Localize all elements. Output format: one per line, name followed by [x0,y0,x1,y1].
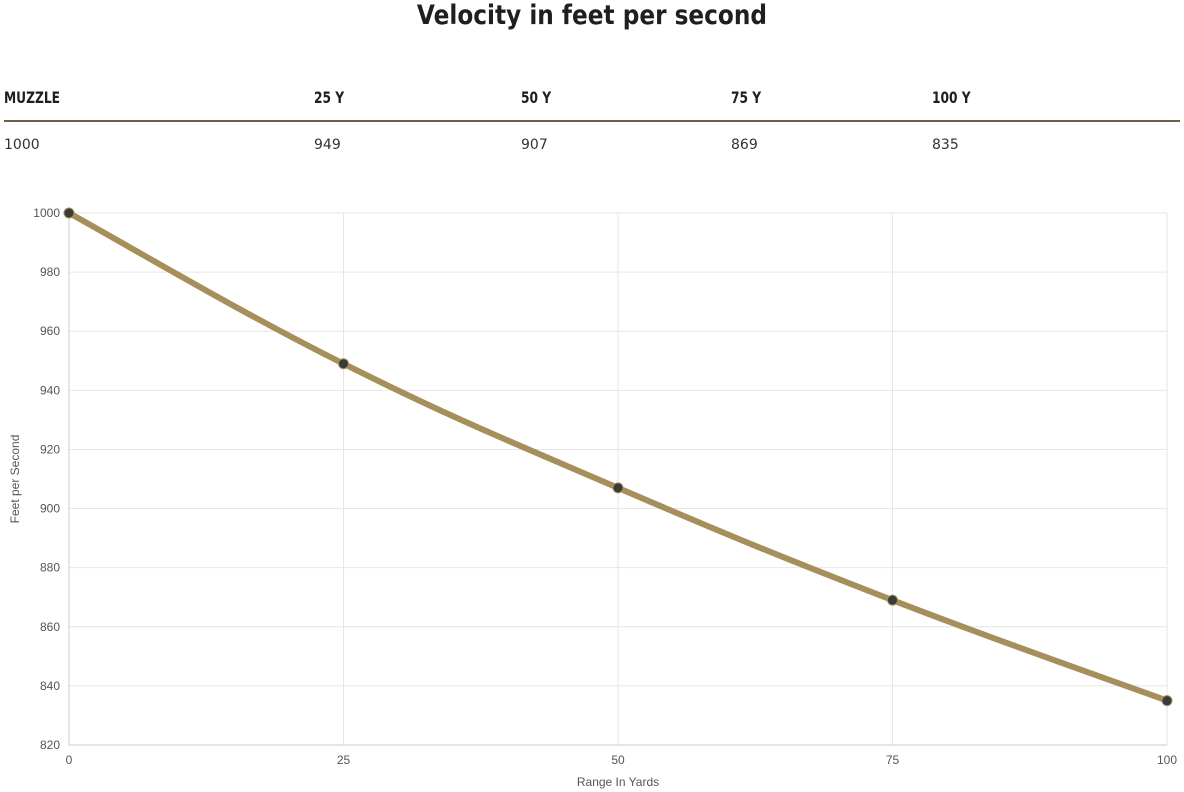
y-tick-label: 940 [40,383,60,397]
tick-labels: 820 840 860 880 900 920 940 960 980 1000 0 25 50 75 10… [33,206,1177,767]
value-muzzle: 1000 [4,137,40,153]
header-muzzle: MUZZLE [4,88,61,107]
header-50y: 50 Y [521,88,552,107]
x-tick-label: 50 [611,753,625,767]
velocity-table-row: 1000 949 907 869 835 [4,122,1180,162]
data-point [887,594,898,606]
velocity-table-header: MUZZLE 25 Y 50 Y 75 Y 100 Y [4,80,1180,122]
header-100y: 100 Y [932,88,971,107]
value-75y: 869 [731,137,758,153]
y-tick-label: 980 [40,265,60,279]
axes [68,213,1167,746]
y-tick-label: 840 [40,679,60,693]
y-tick-label: 960 [40,324,60,338]
value-50y: 907 [521,137,548,153]
grid-lines [68,212,1168,746]
header-25y: 25 Y [314,88,345,107]
data-point [612,482,624,494]
data-points [63,207,1173,707]
chart-title: Velocity in feet per second [416,0,768,31]
y-tick-label: 900 [40,502,60,516]
velocity-line-chart: 820 840 860 880 900 920 940 960 980 1000 0 25 50 75 10… [8,206,1177,789]
velocity-table: MUZZLE 25 Y 50 Y 75 Y 100 Y 1000 949 907… [4,80,1180,162]
x-tick-label: 75 [886,753,900,767]
value-25y: 949 [314,137,341,153]
y-tick-label: 860 [40,620,60,634]
x-tick-label: 0 [66,753,73,767]
y-tick-label: 1000 [33,206,60,220]
data-point [338,358,349,370]
data-point [63,207,75,219]
value-100y: 835 [932,137,959,153]
y-tick-label: 820 [40,738,60,752]
x-axis-label: Range In Yards [577,775,659,789]
y-axis-label: Feet per Second [8,435,22,524]
x-tick-label: 25 [337,753,351,767]
x-tick-label: 100 [1157,753,1177,767]
y-tick-label: 920 [40,442,60,456]
data-point [1161,695,1173,707]
y-tick-label: 880 [40,561,60,575]
header-75y: 75 Y [731,88,762,107]
